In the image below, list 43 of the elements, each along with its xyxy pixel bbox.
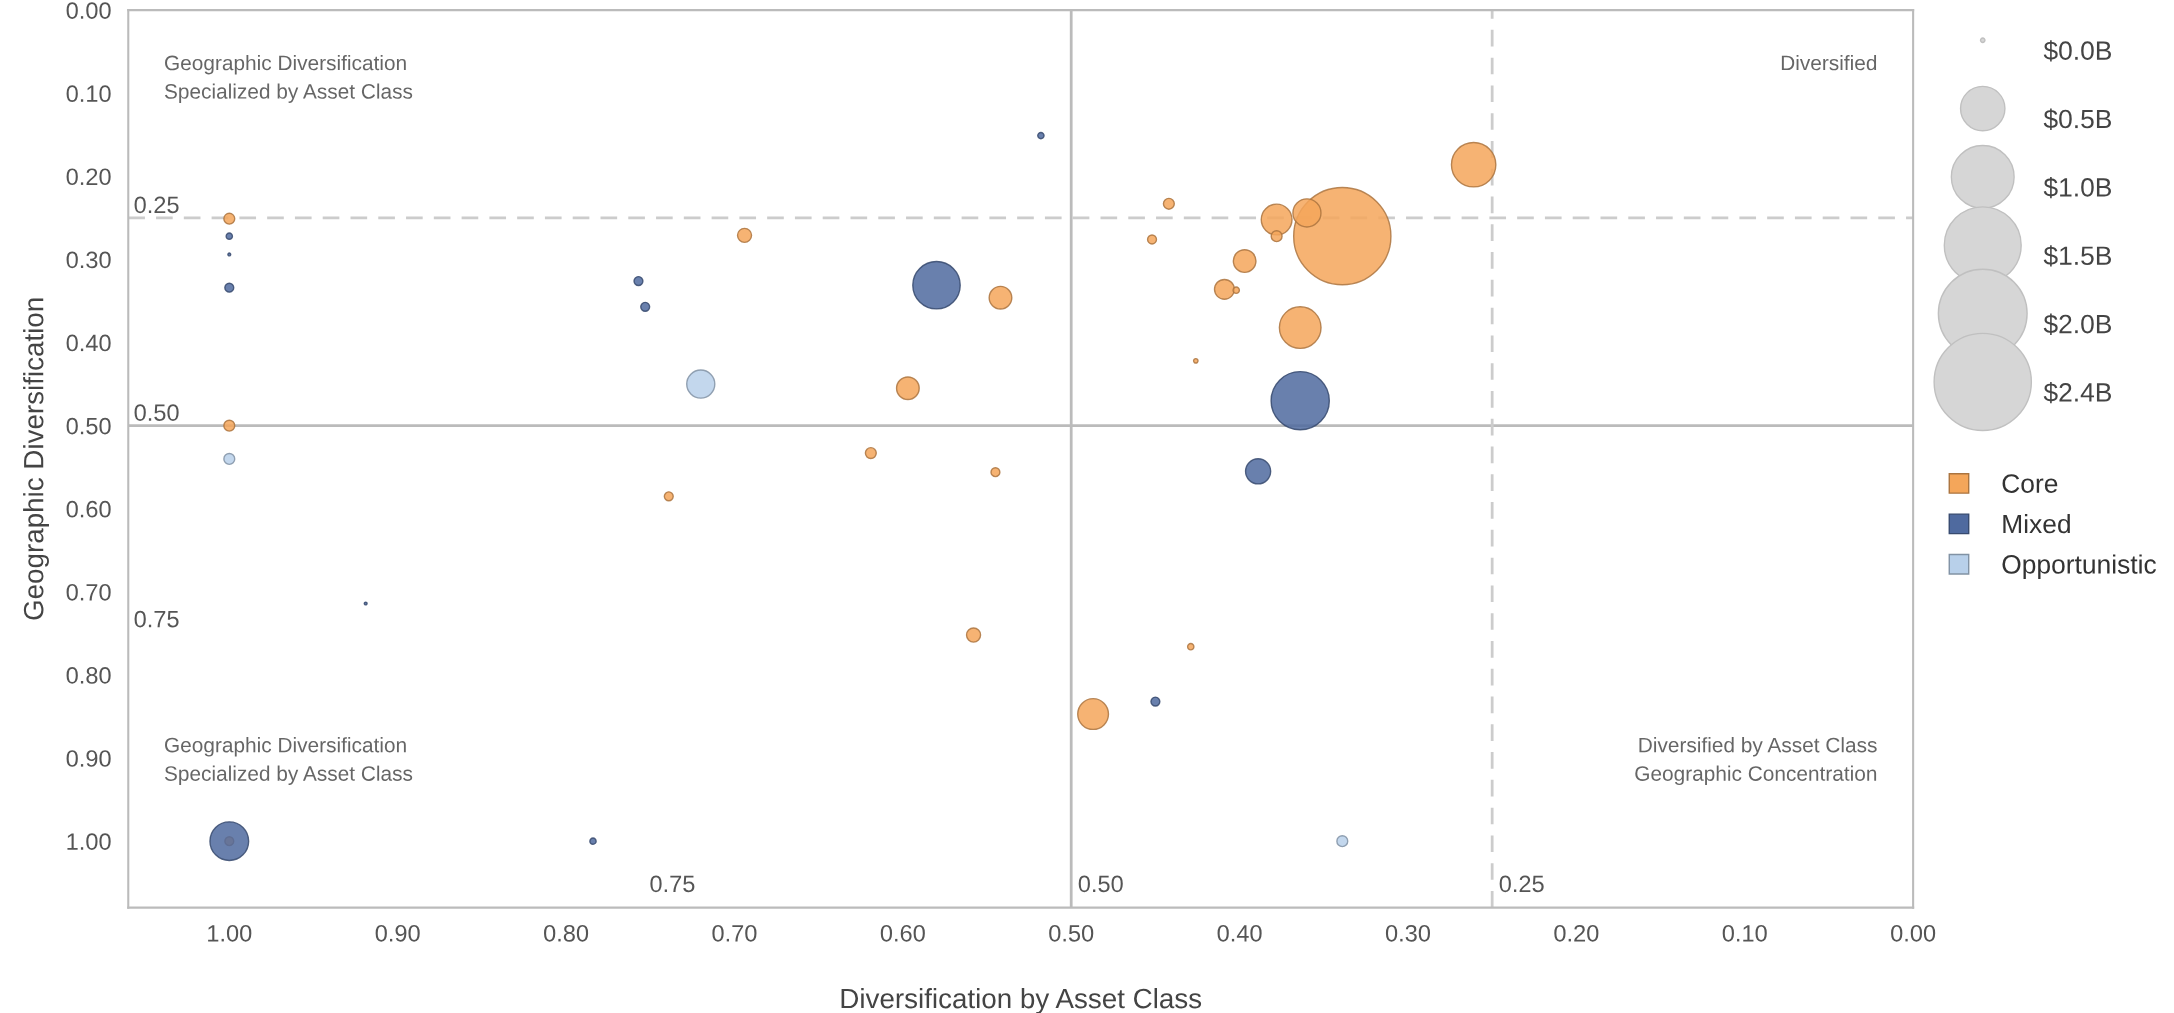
legend-label: $1.5B: [2043, 245, 2111, 267]
y-tick-label: 0.80: [66, 667, 111, 684]
annotation: Diversified: [1781, 55, 1877, 71]
x-tick-label: 0.40: [1217, 924, 1262, 942]
x-tick-label: 0.80: [544, 924, 589, 942]
legend-label: $1.0B: [2043, 176, 2111, 199]
legend-label: $2.4B: [2043, 381, 2111, 404]
y-tick-label: 0.20: [66, 168, 111, 186]
x-tick-label: 0.70: [712, 924, 757, 942]
y-tick-label: 0.70: [66, 583, 111, 601]
x-axis-title: Diversification by Asset Class: [841, 987, 1202, 1013]
annotation: Diversified by Asset Class Geographic Concentration: [1635, 737, 1877, 786]
x-tick-label: 0.20: [1554, 924, 1599, 942]
legend-label: $2.0B: [2043, 313, 2111, 335]
legend-label: $0.5B: [2043, 108, 2111, 130]
annotation: 0.75: [134, 610, 179, 628]
legend-label: Mixed: [2003, 513, 2070, 534]
legend-label: Core: [2002, 474, 2058, 493]
ref-line-label: 0.50: [1078, 875, 1123, 893]
y-axis-title: Geographic Diversification: [23, 298, 49, 620]
annotation: 0.75: [650, 875, 695, 893]
x-tick-label: 0.00: [1891, 924, 1936, 942]
legend-label: $0.0B: [2043, 40, 2111, 62]
ref-line-label: 0.50: [134, 404, 179, 421]
y-tick-label: 0.10: [66, 85, 111, 103]
annotation: Geographic Diversification Specialized by Asset Class: [164, 55, 413, 103]
y-tick-label: 1.00: [67, 833, 111, 850]
ref-line-label: 0.25: [1499, 875, 1544, 893]
y-tick-label: 0.30: [66, 251, 111, 269]
y-tick-label: 0.90: [66, 750, 111, 767]
ref-line-label: 0.25: [134, 196, 179, 214]
annotation: Geographic Diversification Specialized by Asset Class: [164, 737, 413, 786]
x-tick-label: 0.10: [1722, 924, 1767, 942]
y-tick-label: 0.00: [66, 2, 111, 19]
x-tick-label: 0.90: [375, 924, 420, 942]
y-tick-label: 0.60: [66, 500, 111, 518]
x-tick-label: 1.00: [208, 924, 252, 942]
x-tick-label: 0.50: [1049, 924, 1094, 942]
y-tick-label: 0.50: [66, 417, 111, 435]
x-tick-label: 0.30: [1385, 924, 1431, 942]
x-tick-label: 0.60: [880, 924, 925, 942]
y-tick-label: 0.40: [66, 334, 111, 352]
legend-label: Opportunistic: [2002, 554, 2156, 579]
